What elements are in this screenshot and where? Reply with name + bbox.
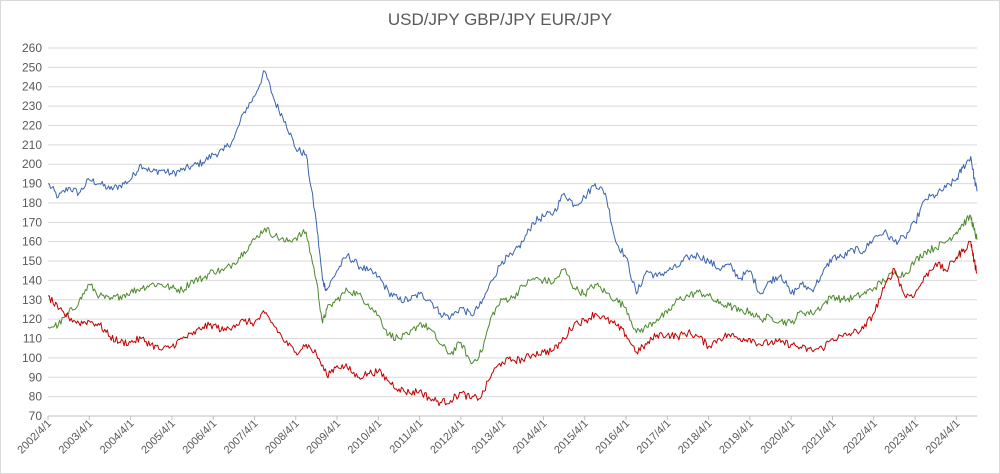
x-tick-label: 2016/4/1 — [593, 418, 632, 457]
x-tick-label: 2003/4/1 — [57, 418, 96, 457]
chart-title: USD/JPY GBP/JPY EUR/JPY — [387, 10, 613, 29]
y-axis-ticks: 70 80 90 100 110 120 130 140 150 160 170 180 190 200 2… — [22, 41, 42, 423]
series-line-0 — [47, 70, 978, 321]
y-tick-label: 240 — [22, 80, 42, 94]
y-tick-label: 110 — [23, 332, 42, 346]
y-tick-label: 220 — [22, 118, 42, 132]
y-tick-label: 140 — [22, 273, 42, 287]
y-tick-label: 260 — [22, 41, 42, 55]
x-tick-label: 2006/4/1 — [181, 418, 220, 457]
y-tick-label: 170 — [22, 215, 42, 229]
y-tick-label: 80 — [29, 390, 43, 404]
x-tick-label: 2008/4/1 — [263, 418, 302, 457]
x-tick-label: 2023/4/1 — [882, 418, 921, 457]
series-lines — [47, 70, 978, 407]
x-tick-label: 2015/4/1 — [552, 418, 591, 457]
x-tick-label: 2007/4/1 — [222, 418, 261, 457]
x-tick-label: 2014/4/1 — [511, 418, 550, 457]
x-tick-label: 2009/4/1 — [304, 418, 343, 457]
x-tick-label: 2004/4/1 — [98, 418, 137, 457]
x-tick-label: 2020/4/1 — [759, 418, 798, 457]
x-tick-label: 2021/4/1 — [800, 418, 839, 457]
y-tick-label: 160 — [22, 235, 42, 249]
y-tick-label: 150 — [22, 254, 42, 268]
y-tick-label: 180 — [22, 196, 42, 210]
y-tick-label: 120 — [22, 312, 42, 326]
x-axis-ticks: 2002/4/1 2003/4/1 2004/4/1 2005/4/1 2006/4/1… — [15, 416, 962, 456]
x-tick-label: 2011/4/1 — [388, 418, 426, 456]
y-tick-label: 200 — [22, 157, 42, 171]
y-tick-label: 100 — [22, 351, 42, 365]
series-line-2 — [48, 240, 978, 407]
x-tick-label: 2017/4/1 — [635, 418, 674, 457]
y-tick-label: 250 — [22, 60, 42, 74]
x-tick-label: 2019/4/1 — [717, 418, 756, 457]
x-tick-label: 2024/4/1 — [924, 418, 963, 457]
x-tick-label: 2022/4/1 — [841, 418, 880, 457]
y-tick-label: 90 — [29, 370, 43, 384]
y-tick-label: 230 — [22, 99, 42, 113]
x-tick-label: 2002/4/1 — [15, 418, 54, 457]
x-tick-label: 2012/4/1 — [428, 418, 467, 457]
x-tick-label: 2005/4/1 — [139, 418, 178, 457]
x-tick-label: 2013/4/1 — [470, 418, 509, 457]
y-tick-label: 210 — [22, 138, 42, 152]
x-tick-label: 2018/4/1 — [676, 418, 715, 457]
y-tick-label: 190 — [22, 177, 42, 191]
series-line-1 — [47, 214, 978, 365]
y-tick-label: 130 — [22, 293, 42, 307]
y-tick-label: 70 — [29, 409, 43, 423]
x-tick-label: 2010/4/1 — [346, 418, 385, 457]
gridlines — [48, 47, 977, 417]
